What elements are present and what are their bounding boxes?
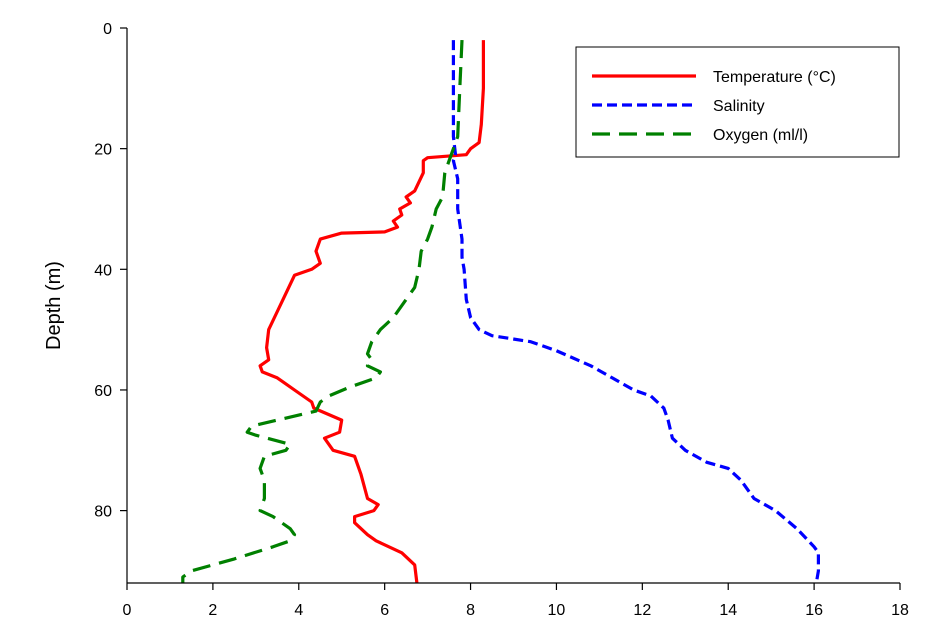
y-axis-title: Depth (m)	[43, 261, 65, 350]
legend-label: Salinity	[713, 98, 765, 115]
y-tick-label: 40	[94, 262, 112, 279]
x-tick-label: 14	[719, 602, 737, 619]
series-line-3	[181, 40, 464, 583]
series-line-2	[451, 40, 820, 584]
x-tick-label: 18	[891, 602, 909, 619]
x-tick-label: 8	[466, 602, 475, 619]
series-line-1	[258, 40, 485, 584]
x-axis-ticks: 0 2 4 6 8 10 12 14 16 18	[123, 583, 909, 619]
y-tick-label: 60	[94, 383, 112, 400]
legend-label: Oxygen (ml/l)	[713, 127, 808, 144]
x-tick-label: 12	[633, 602, 651, 619]
x-tick-label: 6	[380, 602, 389, 619]
series-layer	[181, 40, 820, 584]
legend-box	[575, 46, 900, 158]
x-tick-label: 16	[805, 602, 823, 619]
legend: Temperature (°C) Salinity Oxygen (ml/l)	[575, 46, 900, 158]
y-tick-label: 80	[94, 504, 112, 521]
x-tick-label: 4	[294, 602, 303, 619]
legend-label: Temperature (°C)	[713, 69, 836, 86]
x-tick-label: 0	[123, 602, 132, 619]
x-tick-label: 10	[548, 602, 566, 619]
x-tick-label: 2	[208, 602, 217, 619]
y-tick-label: 0	[103, 21, 112, 38]
y-tick-label: 20	[94, 142, 112, 159]
y-axis-ticks: 0 20 40 60 80	[94, 21, 127, 521]
